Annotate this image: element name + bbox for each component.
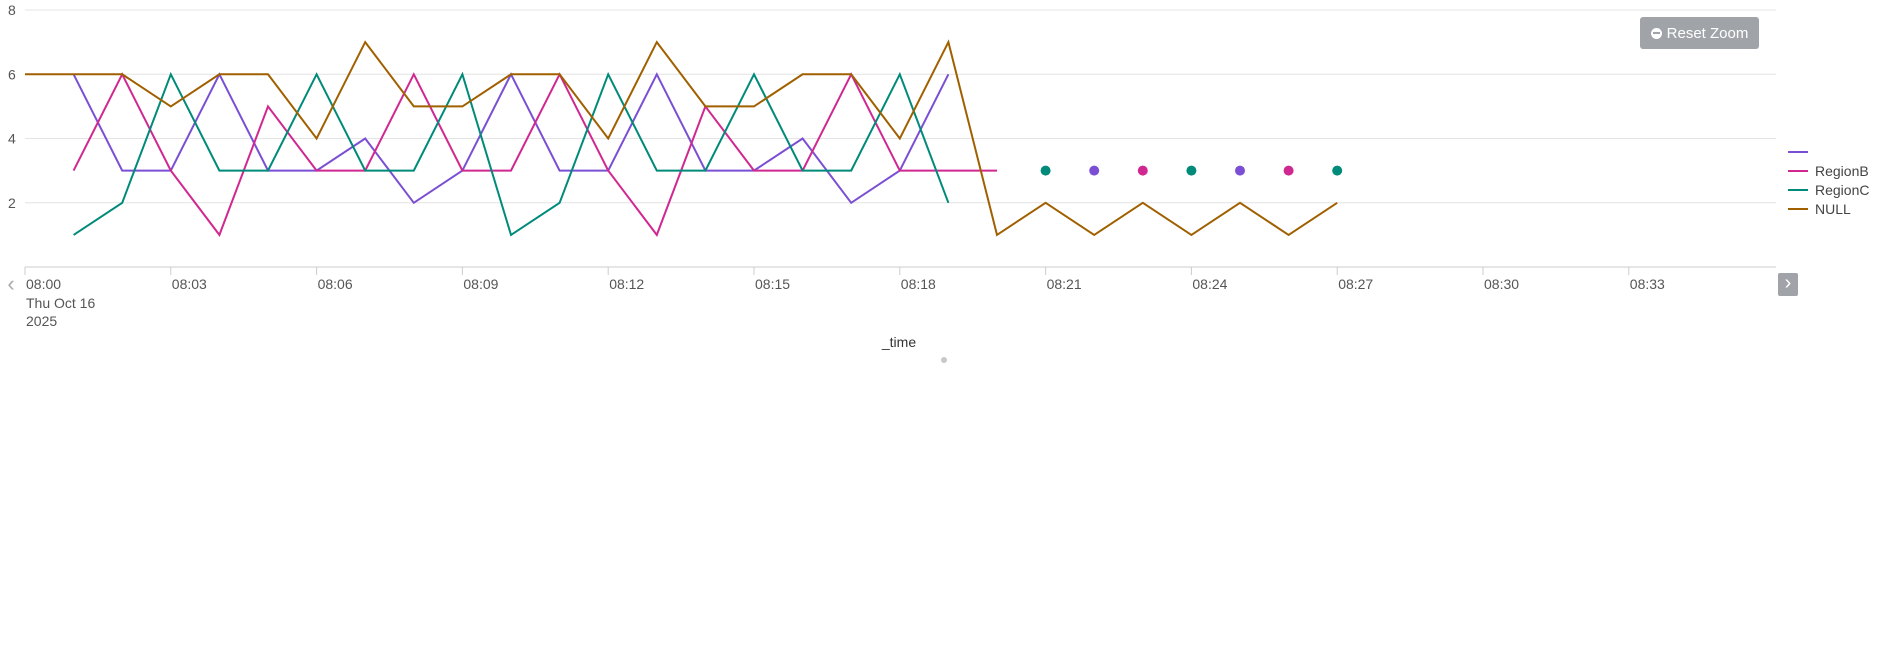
x-tick-label: 08:09 (463, 276, 498, 292)
y-tick-label: 2 (8, 195, 16, 211)
x-tick-label: 08:12 (609, 276, 644, 292)
x-tick-label: 08:18 (901, 276, 936, 292)
data-point-regionb[interactable] (1283, 165, 1294, 176)
minus-circle-icon (1650, 27, 1662, 39)
y-tick-label: 4 (8, 131, 16, 147)
legend-item-null[interactable]: NULL (1788, 201, 1851, 217)
legend-item-regionc[interactable]: RegionC (1788, 182, 1869, 198)
data-point-unnamed[interactable] (1235, 165, 1245, 176)
x-tick-label: 08:06 (318, 276, 353, 292)
legend[interactable]: RegionB RegionC NULL (1788, 151, 1869, 217)
legend-label: NULL (1815, 201, 1851, 217)
x-tick-label: 08:00 (26, 276, 61, 292)
series-line-regionc[interactable] (73, 71, 950, 237)
data-point-unnamed[interactable] (1089, 165, 1100, 176)
legend-item-regionb[interactable]: RegionB (1788, 163, 1869, 179)
pan-left-icon[interactable]: ‹ (7, 271, 15, 296)
legend-label: RegionB (1815, 163, 1869, 179)
data-point-regionc[interactable] (1332, 165, 1343, 176)
reset-zoom-button[interactable]: Reset Zoom (1640, 17, 1759, 49)
reset-zoom-label: Reset Zoom (1666, 24, 1749, 42)
data-point-regionc[interactable] (1040, 165, 1051, 176)
x-tick-date-label: Thu Oct 16 (26, 295, 95, 311)
y-tick-label: 6 (8, 66, 16, 82)
gridlines (25, 9, 1776, 204)
y-tick-label: 8 (8, 2, 16, 18)
x-tick-label: 08:27 (1338, 276, 1373, 292)
x-tick-label: 08:21 (1047, 276, 1082, 292)
data-point-regionb[interactable] (1137, 165, 1148, 176)
axes: 2 4 6 8 08:00 Thu Oct 16 2025 08:03 08:06 08:09 08… (8, 2, 1776, 329)
x-tick-label: 08:33 (1630, 276, 1665, 292)
pan-right-button[interactable]: › (1778, 273, 1798, 296)
series-lines (25, 39, 1343, 237)
legend-label: RegionC (1815, 182, 1869, 198)
x-tick-label: 08:30 (1484, 276, 1519, 292)
x-tick-label: 08:24 (1192, 276, 1227, 292)
data-point-regionc[interactable] (1186, 165, 1197, 176)
x-tick-year-label: 2025 (26, 313, 57, 329)
pagination-dot[interactable] (941, 357, 947, 363)
series-line-null[interactable] (25, 39, 1338, 237)
x-tick-label: 08:15 (755, 276, 790, 292)
x-axis-title: _time (881, 334, 916, 350)
series-line-regionb[interactable] (72, 72, 997, 237)
x-tick-label: 08:03 (172, 276, 207, 292)
